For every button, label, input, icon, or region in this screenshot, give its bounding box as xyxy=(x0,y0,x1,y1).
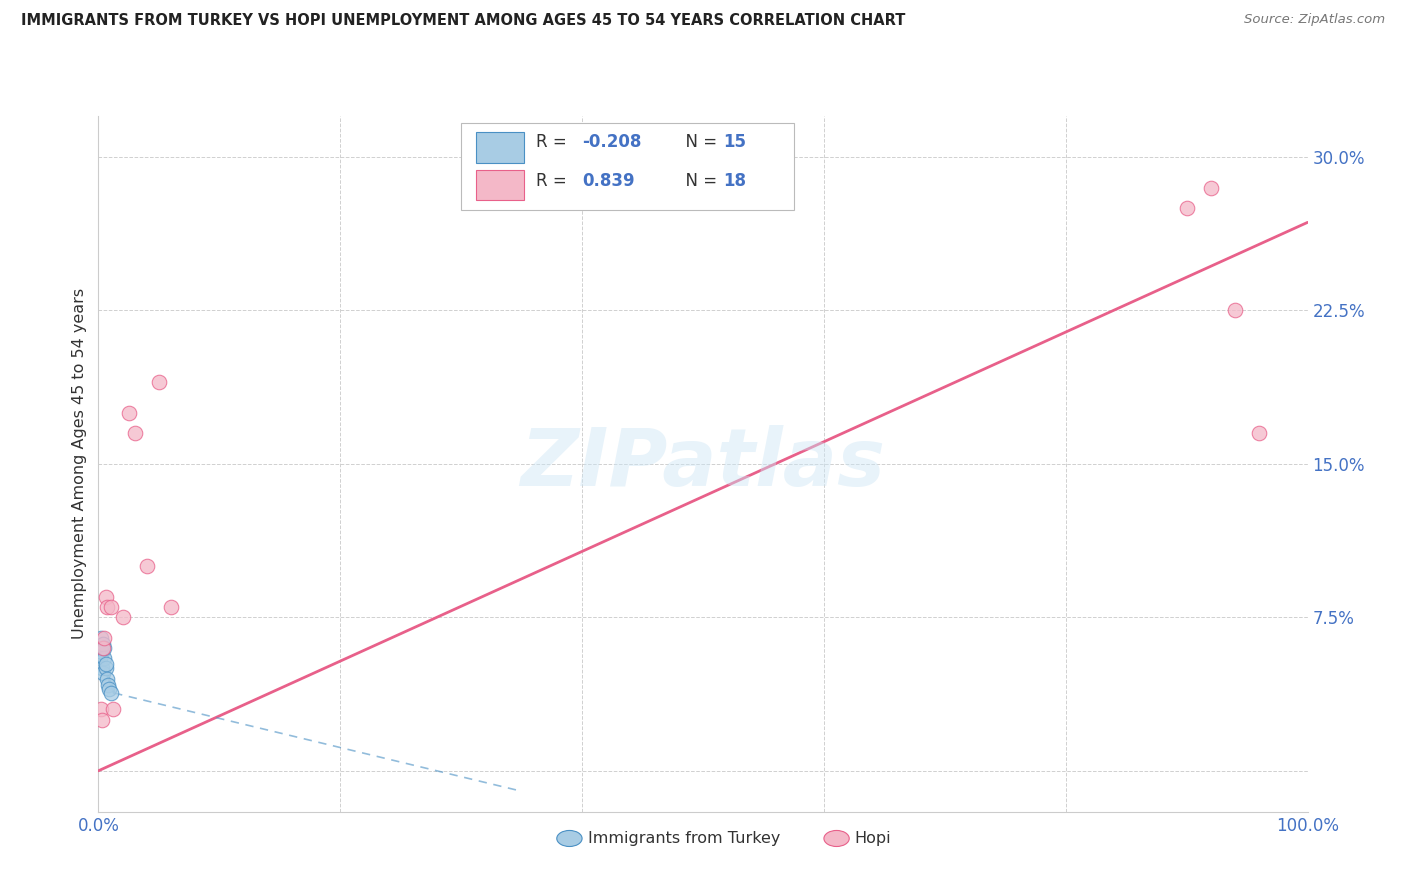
Point xyxy=(94,657,117,672)
Point xyxy=(1223,303,1246,318)
Point xyxy=(160,600,183,615)
Point xyxy=(93,651,115,665)
Text: Source: ZipAtlas.com: Source: ZipAtlas.com xyxy=(1244,13,1385,27)
Point xyxy=(98,681,121,696)
Point xyxy=(96,600,118,615)
Text: IMMIGRANTS FROM TURKEY VS HOPI UNEMPLOYMENT AMONG AGES 45 TO 54 YEARS CORRELATIO: IMMIGRANTS FROM TURKEY VS HOPI UNEMPLOYM… xyxy=(21,13,905,29)
Point xyxy=(91,661,114,675)
Text: R =: R = xyxy=(536,133,572,151)
Point xyxy=(90,702,112,716)
Point xyxy=(94,661,117,675)
Point xyxy=(100,600,122,615)
Point xyxy=(93,640,115,655)
Text: 0.839: 0.839 xyxy=(582,171,634,190)
Point xyxy=(91,713,114,727)
Point xyxy=(1175,201,1198,215)
Text: Hopi: Hopi xyxy=(855,831,891,846)
Point xyxy=(91,645,114,659)
Point xyxy=(148,375,170,389)
Point xyxy=(90,640,112,655)
FancyBboxPatch shape xyxy=(475,132,524,162)
Text: R =: R = xyxy=(536,171,578,190)
Point xyxy=(135,559,157,574)
Text: N =: N = xyxy=(675,133,723,151)
Point xyxy=(111,610,134,624)
Point xyxy=(91,665,114,680)
Point xyxy=(93,631,115,645)
Text: 18: 18 xyxy=(724,171,747,190)
Point xyxy=(124,426,146,441)
Text: 15: 15 xyxy=(724,133,747,151)
Point xyxy=(90,631,112,645)
Point xyxy=(91,637,114,651)
Text: N =: N = xyxy=(675,171,723,190)
Point xyxy=(1249,426,1271,441)
Point xyxy=(100,686,122,700)
Y-axis label: Unemployment Among Ages 45 to 54 years: Unemployment Among Ages 45 to 54 years xyxy=(72,288,87,640)
Text: -0.208: -0.208 xyxy=(582,133,641,151)
Text: ZIPatlas: ZIPatlas xyxy=(520,425,886,503)
Point xyxy=(101,702,124,716)
Text: Immigrants from Turkey: Immigrants from Turkey xyxy=(588,831,780,846)
Point xyxy=(118,406,141,420)
Point xyxy=(96,672,118,686)
Point xyxy=(1199,180,1222,194)
Point xyxy=(97,678,120,692)
FancyBboxPatch shape xyxy=(475,169,524,200)
Point xyxy=(89,651,111,665)
Point xyxy=(94,590,117,604)
FancyBboxPatch shape xyxy=(461,123,793,210)
Point xyxy=(91,640,114,655)
